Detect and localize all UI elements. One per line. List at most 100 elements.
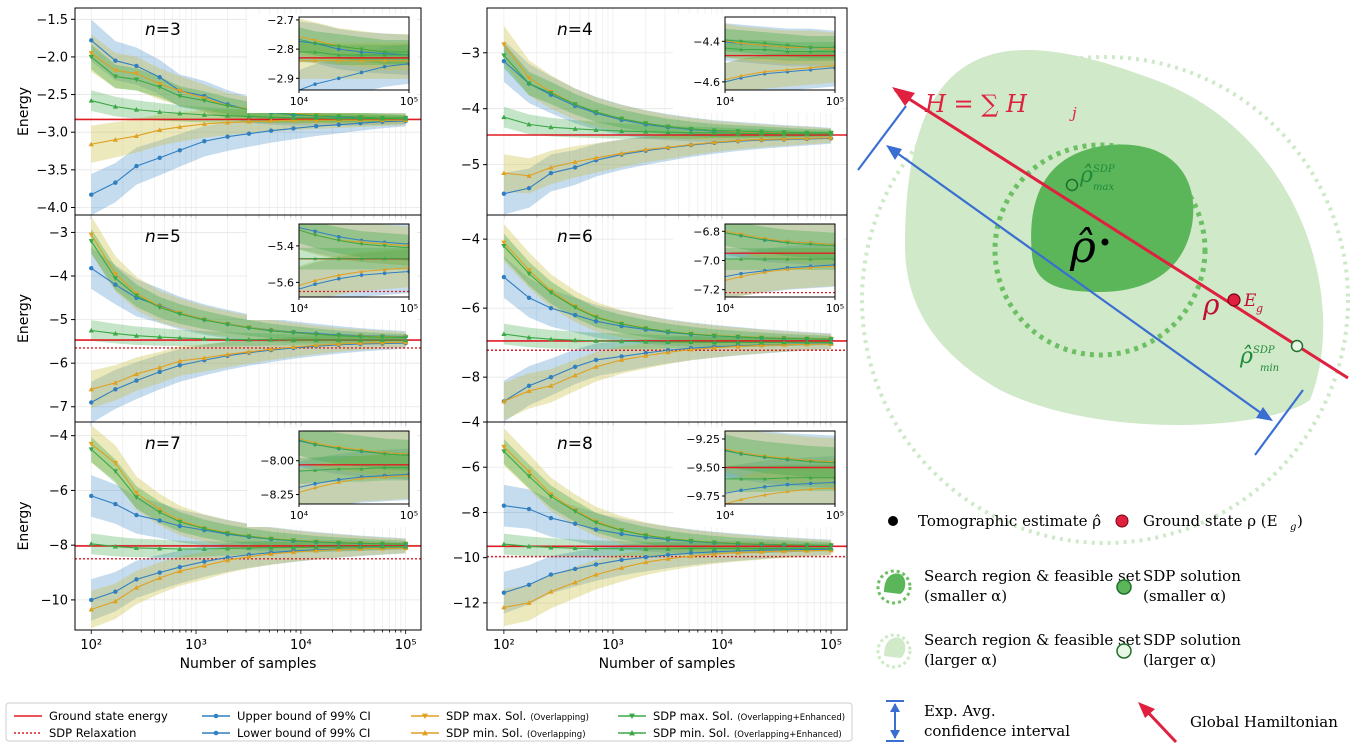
point-enh_min [157, 334, 163, 340]
ci-band-enh_max [503, 438, 832, 550]
point-enh_min [225, 545, 231, 551]
inset-y-tick-label: −2.8 [267, 43, 294, 56]
ci-band-sdp_max [91, 34, 406, 125]
point-enh_max [548, 494, 554, 500]
inset-point-enh_max [336, 446, 341, 451]
legend-label-enh_max: SDP max. Sol. (Overlapping+Enhanced) [653, 709, 845, 723]
inset-point-enh_max [336, 238, 341, 243]
point-enh_max [313, 332, 319, 338]
point-upper [619, 531, 624, 537]
point-sdp_max [157, 82, 163, 87]
point-sdp_min [593, 155, 599, 160]
point-upper [501, 274, 507, 280]
point-enh_max [88, 447, 94, 452]
inset-point-enh_max [808, 460, 813, 464]
inset-point-enh_min [739, 47, 744, 52]
ci-band-upper [503, 256, 832, 347]
point-enh_max [735, 334, 741, 340]
legend-sdp-large-2: (larger α) [1143, 651, 1216, 669]
inset-point-enh_min [382, 52, 387, 57]
inset-content [725, 431, 835, 504]
x-tick-label: 10⁵ [820, 638, 842, 653]
inset-x-tick-label: 10⁴ [716, 509, 735, 522]
point-lower [619, 557, 624, 563]
inset-point-enh_min [359, 466, 364, 471]
point-lower [225, 555, 230, 560]
inset-line-lower [299, 63, 409, 90]
legend-search-large-blob [884, 637, 906, 658]
point-sdp_min [225, 119, 231, 125]
point-sdp_min [781, 136, 787, 141]
inset-point-sdp_min [382, 58, 387, 63]
point-sdp_min [526, 173, 532, 178]
point-sdp_min [735, 343, 741, 349]
panel-n7: −4 −6 −8 −10 10² 10³ 10⁴ 10⁵ Number of samples En… [16, 421, 422, 672]
point-enh_min [177, 546, 183, 551]
panel-title-var: n [557, 20, 568, 40]
point-sdp_min [665, 556, 671, 561]
panel-title: n=5 [145, 227, 181, 247]
x-tick-label: 10³ [185, 638, 207, 653]
point-sdp_min [618, 565, 625, 570]
inset-content [725, 23, 835, 90]
point-enh_min [201, 546, 207, 551]
point-lower [593, 357, 599, 363]
ci-band-lower [91, 336, 406, 424]
point-enh_min [379, 337, 386, 343]
legend-ground-label: Ground state ρ (E [1143, 512, 1278, 530]
legend-label-text: SDP min. Sol. [653, 726, 730, 740]
inset-line-enh_min [725, 47, 835, 52]
inset-band-upper [725, 23, 835, 69]
point-sdp_max [112, 271, 118, 277]
point-sdp_min [526, 600, 532, 605]
inset-band-enh_min [299, 42, 409, 65]
x-tick-label: 10³ [602, 638, 624, 653]
inset-point-sdp_min [382, 474, 387, 479]
ci-arrowhead-start [886, 145, 902, 160]
point-enh_max [112, 74, 118, 80]
point-enh_min [357, 337, 364, 343]
point-enh_min [268, 114, 274, 120]
panel-title-value: =5 [156, 227, 181, 247]
point-upper [89, 493, 94, 499]
ci-band-sdp_max [91, 425, 406, 551]
point-sdp_max [112, 68, 118, 74]
y-tick-label: −4 [49, 270, 68, 285]
point-enh_min [758, 130, 765, 136]
inset: −6.8 −7.0 −7.2 10⁴ 10⁵ [673, 221, 844, 320]
y-tick-label: −10 [41, 593, 68, 608]
panel-title-value: =6 [568, 227, 593, 247]
legend-label-tag: (Overlapping+Enhanced) [737, 713, 845, 723]
inset-line-upper [299, 227, 409, 245]
point-enh_max [268, 536, 274, 542]
point-enh_min [501, 541, 507, 547]
point-sdp_max [526, 75, 532, 81]
inset-point-lower [313, 282, 317, 287]
ci-band-enh_min [503, 106, 832, 139]
inset-point-enh_max [382, 50, 387, 55]
point-enh_min [828, 131, 834, 136]
point-sdp_min [501, 604, 507, 610]
point-sdp_min [643, 146, 649, 152]
inset-point-enh_min [762, 47, 767, 52]
inset-content [299, 431, 409, 504]
point-lower [526, 582, 532, 587]
rho-min-sup: SDP [1253, 345, 1275, 356]
point-enh_min [688, 130, 694, 135]
inset-line-sdp_max [725, 448, 835, 463]
inset-point-enh_max [808, 242, 813, 247]
point-upper [501, 503, 507, 508]
rho-max-sub: max [1093, 182, 1114, 193]
inset-point-lower [313, 481, 317, 486]
point-enh_max [828, 543, 834, 549]
inset-point-enh_min [359, 256, 364, 261]
point-lower [688, 550, 694, 556]
point-enh_min [548, 336, 554, 342]
point-sdp_min [112, 380, 118, 385]
y-tick-label: −6 [461, 461, 480, 476]
point-enh_min [313, 544, 319, 550]
panel-title: n=6 [557, 227, 593, 247]
point-enh_min [88, 97, 94, 103]
inset: −2.7 −2.8 −2.9 10⁴ 10⁵ [247, 14, 418, 113]
